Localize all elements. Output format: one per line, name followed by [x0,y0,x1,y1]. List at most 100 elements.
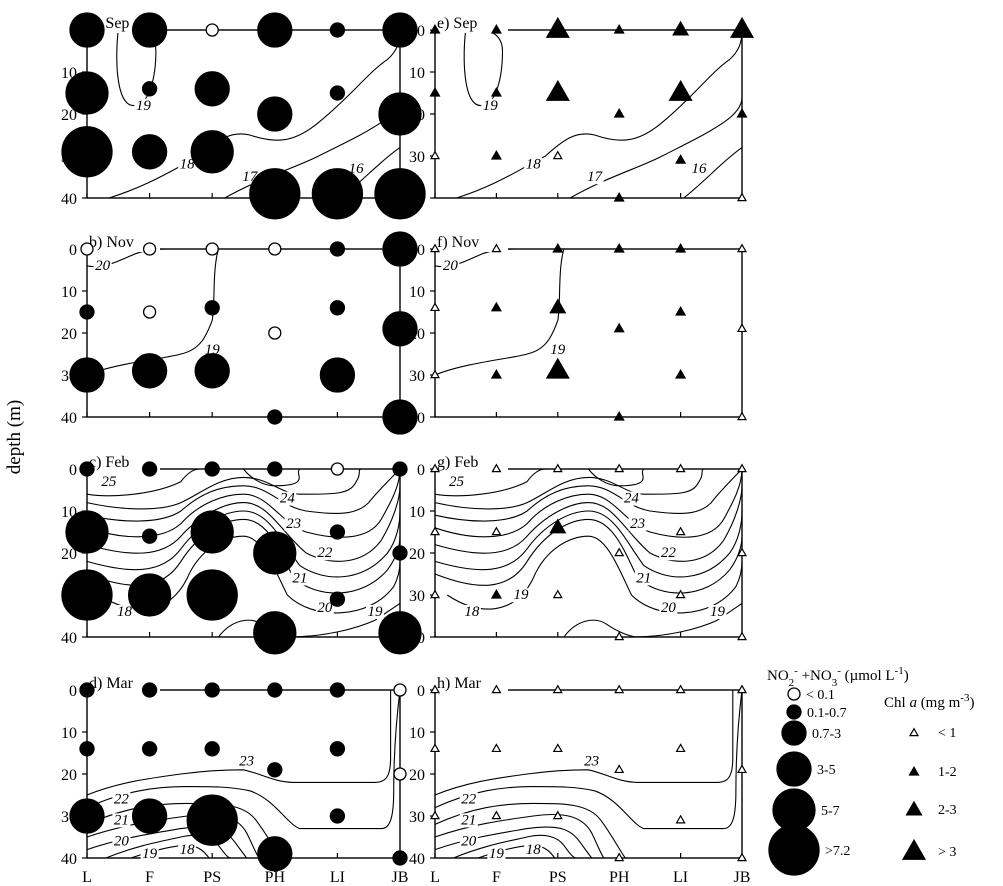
chla-marker [729,16,755,38]
isotherm-line [434,248,565,376]
chla-marker [429,150,441,160]
isotherm-label: 19 [710,604,726,620]
y-tick-label: 10 [409,284,425,301]
nutrient-marker [311,168,364,220]
isotherm-label-bg [634,571,653,586]
x-tick-label: F [492,869,501,886]
chla-marker [614,852,625,862]
isotherm-label-bg [112,813,131,828]
x-tick-label: PH [265,869,286,886]
panel-a: 01020304019181716a) Sep [61,12,426,220]
chla-marker [675,526,686,536]
panel-title-bg [88,235,160,252]
x-tick-label: PS [203,869,221,886]
chla-marker [614,684,625,694]
nutrient-marker [69,12,105,48]
isotherm-label: 23 [286,516,301,532]
chla-marker [549,298,567,314]
nutrient-marker [253,531,297,575]
isotherm-label-bg [315,546,334,561]
chla-marker [429,526,441,536]
chla-marker [736,192,748,202]
chla-marker [552,684,563,694]
y-tick-label: 30 [409,149,425,166]
chla-marker [668,79,693,101]
chla-marker [736,323,748,333]
isotherm-label-bg [690,161,709,176]
nutrient-marker [141,682,158,698]
isotherm-label: 20 [317,600,333,616]
chla-marker [429,684,441,694]
y-tick-label: 20 [409,326,425,343]
nutrient-marker [69,798,105,834]
nutrient-marker [268,242,282,256]
panel-c: 010203040252423222120191830c) Feb [61,454,422,655]
chla-marker [675,589,686,599]
isotherm-label-bg [582,754,601,769]
chla-marker [613,322,625,333]
y-tick-label: 10 [61,725,77,742]
chla-marker [552,589,563,599]
chla-marker [490,301,502,312]
x-tick-label: L [82,869,92,886]
chla-marker [429,463,441,473]
y-tick-label: 30 [409,368,425,385]
legend-nutrient-marker [786,704,802,720]
nutrient-marker [382,399,418,435]
chla-marker [490,23,502,34]
nutrient-marker [190,130,234,174]
nutrient-marker [186,794,238,846]
nutrient-marker [61,569,113,621]
isotherm-label-bg [112,834,131,849]
panel-title: c) Feb [89,454,129,471]
chla-marker [675,743,686,753]
nutrient-marker [329,808,346,824]
isotherm-line [86,468,401,538]
panel-title: e) Sep [437,15,477,32]
chla-marker [736,631,748,641]
legend-nutrient-label: 0.1-0.7 [807,706,847,721]
legend-nutrient-label: 0.7-3 [812,727,841,742]
isotherm-label-bg [365,605,384,619]
y-tick-label: 20 [61,326,77,343]
nutrient-marker [79,741,95,757]
y-tick-label: 20 [409,767,425,784]
isotherm-label: 19 [513,587,529,603]
nutrient-marker [378,92,422,136]
y-tick-label: 0 [417,683,425,700]
nutrient-marker [69,357,105,393]
nutrient-marker [329,241,346,257]
legend-nutrient-marker [781,720,807,746]
nutrient-marker [141,81,158,97]
chla-marker [429,369,441,379]
nutrient-marker [65,510,109,554]
nutrient-marker [253,611,297,655]
isotherm-line [683,147,743,199]
nutrient-marker [205,242,219,256]
isotherm-label: 21 [636,570,651,586]
isotherm-label: 19 [550,342,566,358]
isotherm-label-bg [459,792,478,807]
nutrient-marker [329,682,346,698]
nutrient-marker [392,461,408,477]
legend-nutrient-marker [768,824,820,876]
chla-marker [552,463,563,473]
chla-marker [614,547,625,557]
chla-marker [552,242,564,253]
legend-nutrient-label: >7.2 [825,844,850,859]
chla-marker [490,149,502,160]
chla-marker [429,589,441,599]
legend-chla-label: 2-3 [938,803,957,818]
nutrient-marker [131,798,168,834]
panel-title: f) Nov [437,234,479,251]
chla-marker [614,631,625,641]
chla-marker [675,305,687,316]
chla-marker [736,463,748,473]
y-tick-label: 0 [417,462,425,479]
y-tick-label: 20 [61,546,77,563]
isotherm-label: 25 [101,474,117,490]
y-tick-label: 40 [61,630,77,647]
isotherm-contours [434,468,743,638]
isotherm-label-bg [447,474,466,489]
